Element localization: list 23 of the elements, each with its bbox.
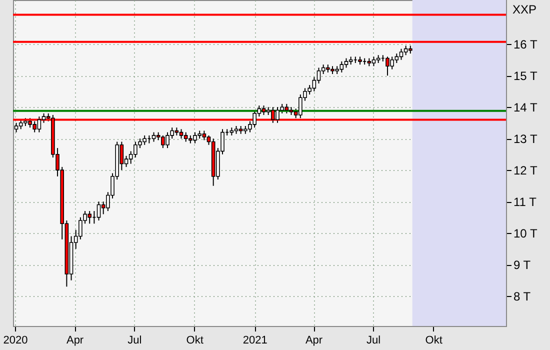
x-tick-label: Okt — [425, 334, 442, 346]
y-tick-label: 12 T — [514, 164, 538, 178]
y-tick-label: 11 T — [514, 195, 538, 210]
x-tick-label: 2021 — [242, 334, 268, 346]
y-tick-label: 13 T — [514, 132, 538, 146]
candlestick — [152, 132, 156, 142]
candlestick — [179, 128, 184, 140]
x-tick-label: Jul — [366, 334, 381, 346]
x-tick-label: Apr — [305, 334, 323, 346]
y-tick-label: 9 T — [514, 258, 532, 272]
candlestick — [344, 58, 348, 68]
x-tick-label: Jul — [128, 334, 142, 346]
x-tick-label: Apr — [66, 334, 84, 346]
y-tick-label: 14 T — [514, 100, 538, 115]
y-axis-title: XXP — [512, 2, 537, 16]
candlestick — [372, 56, 376, 67]
y-tick-label: 10 T — [514, 226, 538, 241]
y-tick-label: 8 T — [514, 290, 532, 304]
x-tick-label: 2020 — [3, 334, 28, 346]
candlestick — [399, 48, 404, 60]
x-tick-label: Okt — [186, 334, 204, 346]
y-tick-label: 16 T — [514, 38, 538, 52]
y-tick-label: 15 T — [514, 69, 538, 84]
